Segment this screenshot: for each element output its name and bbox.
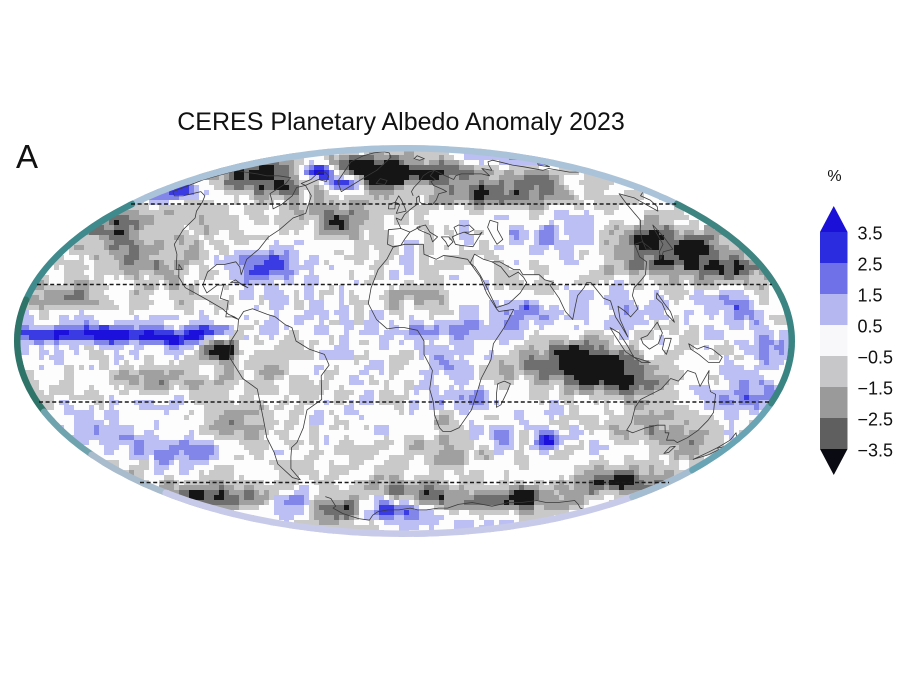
svg-text:−3.5: −3.5 (858, 440, 894, 460)
svg-text:2.5: 2.5 (858, 254, 883, 274)
svg-text:−2.5: −2.5 (858, 409, 894, 429)
svg-text:CERES Planetary Albedo Anomaly: CERES Planetary Albedo Anomaly 2023 (177, 108, 625, 136)
svg-text:−0.5: −0.5 (858, 347, 894, 367)
svg-text:−1.5: −1.5 (858, 378, 894, 398)
svg-text:3.5: 3.5 (858, 223, 883, 243)
svg-text:%: % (827, 168, 841, 185)
svg-text:A: A (16, 138, 38, 175)
svg-text:1.5: 1.5 (858, 285, 883, 305)
svg-text:0.5: 0.5 (858, 316, 883, 336)
